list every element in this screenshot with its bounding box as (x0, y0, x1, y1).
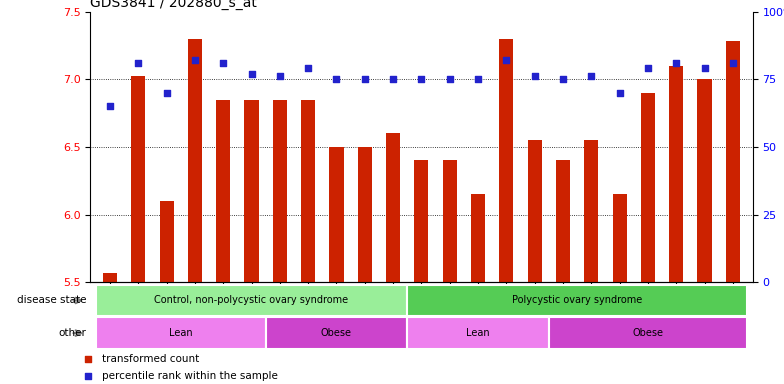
Text: Polycystic ovary syndrome: Polycystic ovary syndrome (512, 295, 642, 306)
Bar (443, 161, 457, 282)
Bar (273, 99, 287, 282)
Bar (407, 285, 747, 316)
Point (82, 356, 94, 362)
Bar (96, 318, 266, 349)
Point (557, 76, 569, 82)
Bar (188, 39, 202, 282)
Text: Obese: Obese (321, 328, 352, 338)
Text: Lean: Lean (466, 328, 490, 338)
Point (528, 73, 541, 79)
Point (82, 373, 94, 379)
Bar (641, 93, 655, 282)
Bar (471, 194, 485, 282)
Point (585, 73, 597, 79)
Point (274, 73, 286, 79)
Point (189, 57, 201, 63)
Point (416, 76, 428, 82)
Bar (669, 66, 684, 282)
Text: GDS3841 / 202880_s_at: GDS3841 / 202880_s_at (90, 0, 257, 10)
Point (245, 71, 258, 77)
Bar (407, 318, 549, 349)
Bar (245, 99, 259, 282)
Bar (103, 273, 117, 282)
Point (727, 60, 739, 66)
Bar (131, 76, 145, 282)
Bar (301, 99, 315, 282)
Bar (549, 318, 747, 349)
Bar (414, 161, 429, 282)
Text: transformed count: transformed count (102, 354, 199, 364)
Bar (266, 318, 407, 349)
Bar (698, 79, 712, 282)
Point (444, 76, 456, 82)
Point (641, 65, 654, 71)
Bar (584, 140, 598, 282)
Point (500, 57, 513, 63)
Point (472, 76, 485, 82)
Point (161, 89, 173, 96)
Bar (329, 147, 343, 282)
Point (132, 60, 144, 66)
Bar (159, 201, 174, 282)
Point (103, 103, 116, 109)
Bar (499, 39, 514, 282)
Bar (556, 161, 570, 282)
Point (217, 60, 230, 66)
Text: Lean: Lean (169, 328, 193, 338)
Text: Control, non-polycystic ovary syndrome: Control, non-polycystic ovary syndrome (154, 295, 349, 306)
Bar (358, 147, 372, 282)
Point (302, 65, 314, 71)
Bar (386, 133, 400, 282)
Bar (612, 194, 626, 282)
Point (699, 65, 711, 71)
Point (330, 76, 343, 82)
Point (670, 60, 682, 66)
Bar (528, 140, 542, 282)
Text: disease state: disease state (16, 295, 86, 306)
Bar (216, 99, 230, 282)
Point (387, 76, 399, 82)
Point (358, 76, 371, 82)
Point (613, 89, 626, 96)
Text: Obese: Obese (633, 328, 663, 338)
Bar (96, 285, 407, 316)
Text: percentile rank within the sample: percentile rank within the sample (102, 371, 278, 381)
Text: other: other (58, 328, 86, 338)
Bar (726, 41, 740, 282)
